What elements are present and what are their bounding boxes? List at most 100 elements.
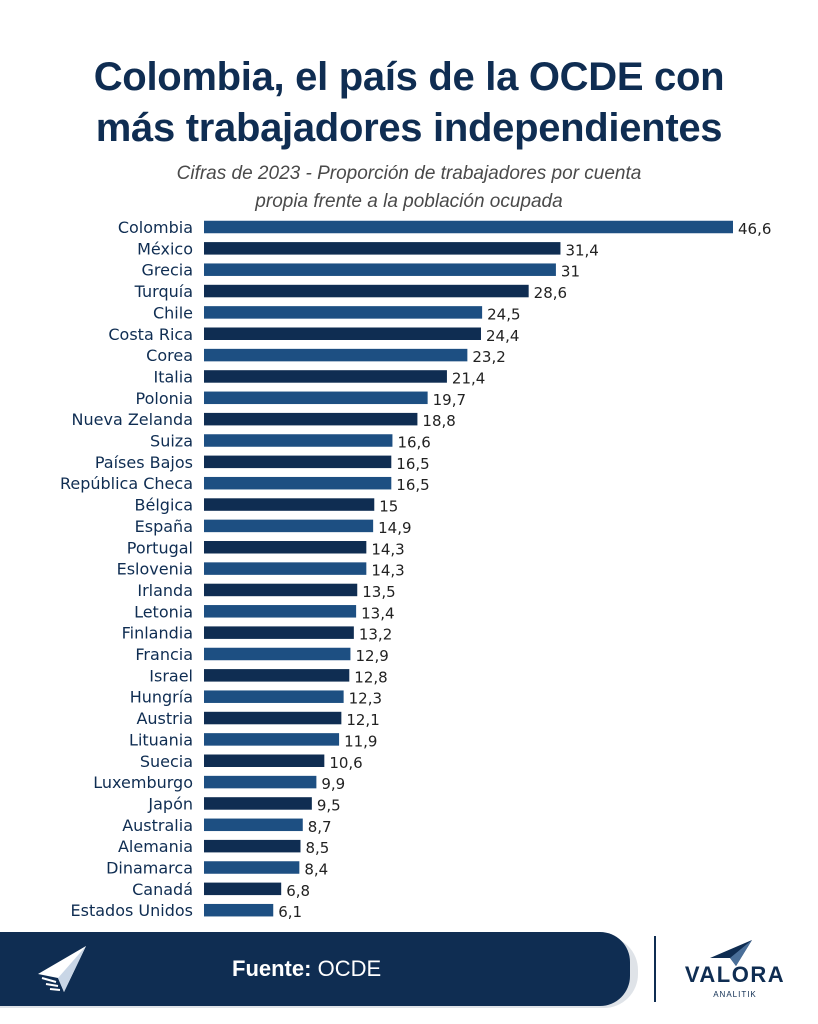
bar	[204, 412, 418, 426]
brand-name: VALORA	[684, 962, 786, 987]
value-label: 31	[561, 263, 580, 281]
category-label: Australia	[122, 816, 193, 835]
value-label: 19,7	[433, 391, 466, 409]
category-label: Suiza	[150, 432, 193, 451]
category-label: Bélgica	[135, 496, 193, 515]
category-label: Nueva Zelanda	[72, 410, 193, 429]
source-label: Fuente:	[232, 956, 312, 981]
bar	[204, 818, 303, 832]
subtitle-line-1: Cifras de 2023 - Proporción de trabajado…	[176, 163, 642, 184]
bar	[204, 519, 374, 533]
bar	[204, 306, 483, 319]
subtitle-line-2: propia frente a la población ocupada	[255, 191, 563, 212]
bar	[204, 882, 282, 896]
category-label: República Checa	[60, 474, 193, 493]
value-label: 14,3	[371, 540, 404, 558]
bar	[204, 434, 393, 447]
value-label: 12,1	[346, 711, 379, 729]
value-label: 28,6	[534, 284, 567, 302]
category-label: Finlandia	[122, 624, 193, 643]
chart-subtitle: Cifras de 2023 - Proporción de trabajado…	[100, 160, 718, 216]
bar	[204, 370, 447, 383]
bar	[204, 754, 325, 767]
value-label: 11,9	[344, 732, 377, 750]
bar	[204, 797, 312, 810]
category-label: México	[137, 239, 193, 258]
category-label: Países Bajos	[95, 453, 193, 472]
category-label: Francia	[135, 645, 193, 664]
bar	[204, 476, 392, 490]
value-label: 24,4	[486, 327, 519, 345]
category-label: Colombia	[118, 218, 193, 237]
value-label: 8,5	[305, 839, 329, 857]
bar	[204, 861, 300, 874]
footer-divider	[654, 936, 656, 1002]
bar	[204, 626, 354, 639]
title-line-2: más trabajadores independientes	[95, 106, 723, 150]
source-value: OCDE	[317, 956, 382, 981]
category-label: Lituania	[129, 730, 193, 749]
bar	[204, 498, 375, 511]
footer-band	[0, 932, 630, 1006]
category-label: Eslovenia	[117, 560, 193, 579]
bar	[204, 391, 428, 405]
value-label: 10,6	[329, 754, 362, 772]
category-label: Italia	[154, 367, 194, 386]
category-label: Grecia	[141, 261, 193, 280]
value-label: 15	[379, 498, 398, 516]
value-label: 9,5	[317, 796, 341, 814]
bar	[204, 903, 274, 917]
value-label: 14,9	[378, 519, 411, 537]
bar	[204, 775, 317, 789]
bar	[204, 562, 367, 575]
bar	[204, 455, 392, 469]
value-label: 31,4	[565, 241, 598, 259]
valora-logo-icon	[710, 940, 752, 966]
paper-plane-logo-icon	[38, 946, 86, 992]
value-label: 13,5	[362, 583, 395, 601]
bar	[204, 327, 481, 340]
value-label: 8,4	[304, 861, 328, 879]
category-label: Polonia	[136, 389, 194, 408]
title-line-1: Colombia, el país de la OCDE con	[93, 55, 725, 99]
value-label: 23,2	[472, 348, 505, 366]
value-label: 24,5	[487, 305, 520, 323]
category-label: Dinamarca	[106, 859, 193, 878]
bar	[204, 669, 350, 682]
category-label: Suecia	[140, 752, 193, 771]
category-label: España	[135, 517, 193, 536]
category-label: Portugal	[127, 538, 193, 557]
value-label: 13,4	[361, 604, 394, 622]
category-label: Canadá	[132, 880, 193, 899]
bar	[204, 733, 340, 746]
value-label: 14,3	[371, 562, 404, 580]
bar	[204, 541, 367, 554]
bar	[204, 220, 733, 234]
bar	[204, 690, 344, 703]
category-label: Alemania	[118, 837, 193, 856]
value-label: 6,1	[278, 903, 302, 921]
category-label: Letonia	[134, 602, 193, 621]
value-label: 46,6	[738, 220, 771, 238]
value-label: 18,8	[422, 412, 455, 430]
category-label: Estados Unidos	[71, 901, 193, 920]
chart-title: Colombia, el país de la OCDE con más tra…	[0, 52, 818, 154]
value-label: 16,5	[396, 476, 429, 494]
category-label: Luxemburgo	[93, 773, 193, 792]
value-label: 16,5	[396, 455, 429, 473]
bar	[204, 647, 351, 661]
source-note: Fuente: OCDE	[232, 950, 381, 988]
value-label: 12,9	[355, 647, 388, 665]
category-label: Costa Rica	[108, 325, 193, 344]
value-label: 12,3	[349, 690, 382, 708]
category-label: Japón	[147, 794, 193, 813]
value-label: 16,6	[397, 434, 430, 452]
value-label: 9,9	[321, 775, 345, 793]
category-label: Corea	[146, 346, 193, 365]
bar	[204, 839, 301, 853]
category-label: Irlanda	[137, 581, 193, 600]
value-label: 8,7	[308, 818, 332, 836]
category-label: Chile	[153, 303, 193, 322]
bar	[204, 348, 468, 362]
value-label: 21,4	[452, 369, 485, 387]
